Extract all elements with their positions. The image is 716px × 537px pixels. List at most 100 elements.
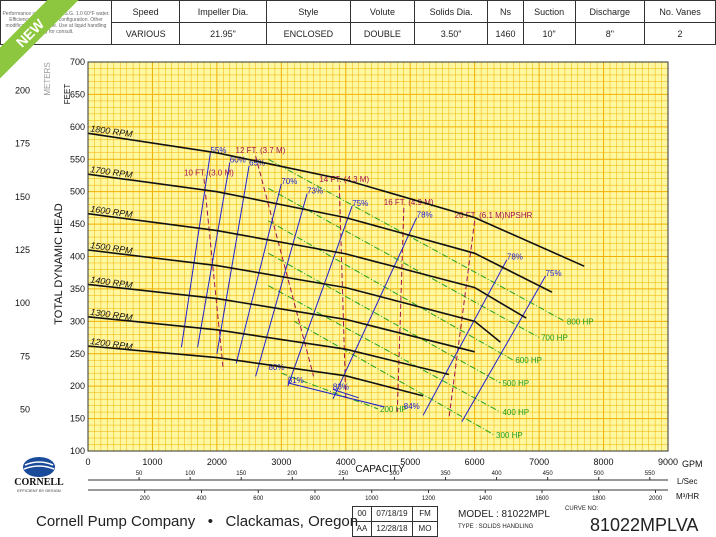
efficiency-label: 81%	[288, 376, 304, 385]
company-location: Clackamas, Oregon	[225, 513, 359, 530]
bullet: •	[207, 513, 214, 530]
rev-date-2: 12/28/18	[371, 521, 413, 537]
hp-curves: 800 HP 700 HP 600 HP 500 HP 400 HP 300 HP 200 …	[268, 158, 594, 440]
y-tick-label: 650	[70, 89, 85, 99]
meter-tick-label: 125	[15, 245, 30, 255]
spec-header-discharge: Discharge	[574, 0, 646, 23]
efficiency-label: 73%	[307, 187, 323, 196]
head-curve	[87, 212, 527, 319]
lsec-tick-label: 50	[136, 471, 143, 477]
npshr-label: 10 FT. (3.0 M)	[184, 169, 234, 178]
efficiency-label: 84%	[404, 402, 420, 411]
cornell-logo: CORNELL EFFICIENT BY DESIGN	[14, 457, 64, 493]
hp-label: 700 HP	[541, 334, 568, 343]
lsec-tick-label: 250	[338, 471, 349, 477]
rev-init-2: MO	[412, 521, 438, 537]
y-axis-unit-meters: METERS	[43, 62, 52, 95]
efficiency-curve	[332, 217, 418, 400]
npshr-label: 12 FT. (3.7 M)	[236, 146, 286, 155]
spec-value-impeller: 21.95"	[179, 22, 267, 45]
m3hr-tick-label: 1000	[365, 496, 379, 502]
x-tick-label: 8000	[594, 457, 614, 467]
y-tick-label: 200	[70, 381, 85, 391]
efficiency-label: 78%	[507, 253, 523, 262]
npshr-curves: 10 FT. (3.0 M)12 FT. (3.7 M)14 FT. (4.3 …	[184, 146, 533, 419]
hp-label: 400 HP	[502, 408, 529, 417]
head-curve	[87, 132, 585, 267]
y-tick-label: 450	[70, 219, 85, 229]
m3hr-tick-label: 400	[196, 496, 207, 502]
hp-curve	[268, 220, 514, 361]
rev-init-1: FM	[412, 506, 438, 522]
footer-company: Cornell Pump Company • Clackamas, Oregon	[36, 513, 358, 530]
efficiency-label: 65%	[249, 159, 265, 168]
m3hr-tick-label: 1200	[422, 496, 436, 502]
x-tick-label: 2000	[207, 457, 227, 467]
meter-tick-label: 175	[15, 139, 30, 149]
hp-label: 200 HP	[380, 405, 407, 414]
grid	[87, 61, 669, 452]
x-tick-label: 7000	[529, 457, 549, 467]
lsec-tick-label: 350	[440, 471, 451, 477]
efficiency-curve	[255, 193, 308, 377]
efficiency-label: 75%	[352, 199, 368, 208]
efficiency-curve	[180, 152, 211, 348]
x-unit-gpm: GPM	[682, 459, 703, 469]
npshr-curve	[448, 220, 476, 419]
meter-tick-label: 50	[20, 404, 30, 414]
npshr-label: 16 FT. (4.9 M)	[384, 198, 434, 207]
y-tick-label: 100	[70, 446, 85, 456]
npshr-curve	[255, 155, 315, 377]
m3hr-tick-label: 1600	[535, 496, 549, 502]
spec-value-solids: 3.50"	[413, 22, 489, 45]
spec-value-suction: 10"	[522, 22, 576, 45]
efficiency-label: 70%	[281, 177, 297, 186]
head-curve	[87, 249, 501, 343]
y-tick-label: 500	[70, 187, 85, 197]
pump-curve-chart: 800 HP 700 HP 600 HP 500 HP 400 HP 300 HP 200 …	[15, 57, 703, 502]
spec-header-solids: Solids Dia.	[413, 0, 489, 23]
meter-tick-label: 200	[15, 85, 30, 95]
hp-curve	[281, 372, 379, 410]
efficiency-curve	[287, 205, 353, 387]
x-tick-label: 0	[85, 457, 90, 467]
efficiency-label: 60%	[230, 155, 246, 164]
efficiency-curve	[461, 275, 547, 423]
hp-label: 800 HP	[567, 317, 594, 326]
y-tick-label: 700	[70, 57, 85, 67]
model-number: MODEL : 81022MPL	[458, 509, 550, 520]
x-tick-label: 5000	[400, 457, 420, 467]
npshr-label: 20 FT. (6.1 M)NPSHR	[455, 211, 533, 220]
x-axis-label: CAPACITY	[355, 464, 405, 475]
lsec-tick-label: 200	[287, 471, 298, 477]
lsec-tick-label: 500	[594, 471, 605, 477]
hp-curve	[293, 320, 495, 436]
head-curve	[87, 345, 424, 397]
m3hr-tick-label: 1400	[479, 496, 493, 502]
efficiency-label: 75%	[546, 269, 562, 278]
spec-header-speed: Speed	[110, 0, 181, 23]
hp-label: 500 HP	[502, 379, 529, 388]
x-tick-label: 1000	[142, 457, 162, 467]
hp-curve	[268, 252, 501, 384]
hp-curve	[268, 187, 540, 338]
spec-value-ns: 1460	[487, 22, 524, 45]
hp-label: 300 HP	[496, 431, 523, 440]
spec-header-ns: Ns	[487, 0, 524, 23]
x-tick-label: 9000	[658, 457, 678, 467]
lsec-tick-label: 100	[185, 471, 196, 477]
axes: 0 1000 2000 3000 4000 5000 6000 7000 8000 9000 100…	[15, 57, 678, 502]
x-unit-lsec: L/Sec	[677, 477, 697, 486]
efficiency-label: 55%	[210, 146, 226, 155]
spec-value-speed: VARIOUS	[110, 22, 181, 45]
efficiency-label: 80%	[268, 363, 284, 372]
x-tick-label: 3000	[271, 457, 291, 467]
spec-table: Performance curves are for S.G. 1.0 60°F…	[0, 0, 716, 45]
company-name: Cornell Pump Company	[36, 513, 196, 530]
y-tick-label: 600	[70, 122, 85, 132]
x-tick-label: 4000	[336, 457, 356, 467]
m3hr-tick-label: 600	[253, 496, 264, 502]
lsec-tick-label: 400	[492, 471, 503, 477]
y-tick-label: 150	[70, 414, 85, 424]
spec-value-volute: DOUBLE	[350, 22, 415, 45]
